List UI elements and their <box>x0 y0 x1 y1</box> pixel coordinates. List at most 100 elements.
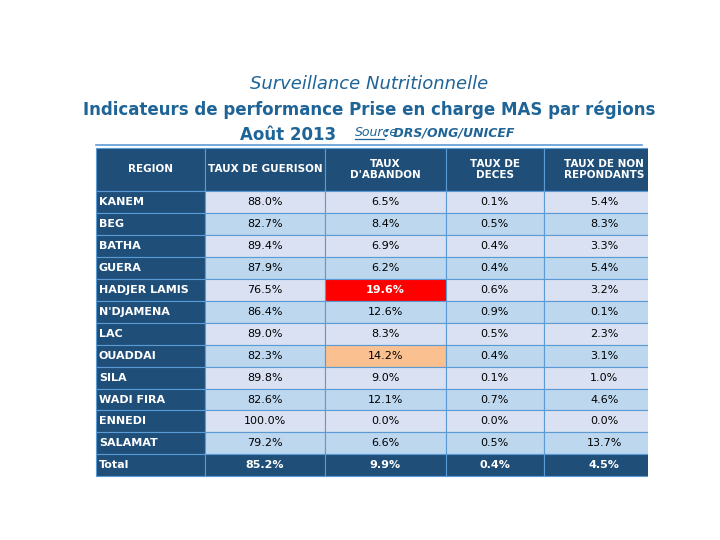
Bar <box>325 388 446 410</box>
Bar <box>205 367 325 388</box>
Bar <box>205 301 325 322</box>
Bar <box>544 301 665 322</box>
Bar <box>96 455 205 476</box>
Text: 8.4%: 8.4% <box>371 219 400 228</box>
Text: TAUX DE NON
REPONDANTS: TAUX DE NON REPONDANTS <box>564 159 644 180</box>
Text: 9.9%: 9.9% <box>370 461 401 470</box>
Bar <box>544 345 665 367</box>
Bar <box>325 279 446 301</box>
Bar <box>446 367 544 388</box>
Bar <box>325 322 446 345</box>
Bar <box>544 279 665 301</box>
Bar <box>96 388 205 410</box>
Text: KANEM: KANEM <box>99 197 144 207</box>
Bar <box>205 256 325 279</box>
Bar <box>544 322 665 345</box>
Bar <box>544 191 665 213</box>
Bar <box>446 433 544 455</box>
Text: 3.3%: 3.3% <box>590 241 618 251</box>
Text: 0.4%: 0.4% <box>480 461 510 470</box>
Text: TAUX DE GUERISON: TAUX DE GUERISON <box>208 164 323 174</box>
Text: 89.0%: 89.0% <box>248 328 283 339</box>
Bar <box>205 322 325 345</box>
Bar <box>96 301 205 322</box>
Text: 0.1%: 0.1% <box>590 307 618 316</box>
Bar <box>325 367 446 388</box>
Text: 0.7%: 0.7% <box>480 395 509 404</box>
Text: 0.1%: 0.1% <box>481 197 509 207</box>
Bar <box>205 191 325 213</box>
Text: 14.2%: 14.2% <box>368 350 403 361</box>
Bar <box>96 410 205 433</box>
Text: 0.6%: 0.6% <box>481 285 509 295</box>
Bar <box>446 191 544 213</box>
Text: 0.0%: 0.0% <box>372 416 400 427</box>
Bar <box>544 148 665 191</box>
Text: 6.6%: 6.6% <box>372 438 400 448</box>
Text: TAUX
D'ABANDON: TAUX D'ABANDON <box>350 159 420 180</box>
Bar <box>96 279 205 301</box>
Text: 12.6%: 12.6% <box>368 307 403 316</box>
Bar <box>205 213 325 234</box>
Bar <box>96 213 205 234</box>
Text: : DRS/ONG/UNICEF: : DRS/ONG/UNICEF <box>384 126 515 139</box>
Bar <box>544 410 665 433</box>
Text: REGION: REGION <box>127 164 173 174</box>
Bar <box>446 410 544 433</box>
Bar <box>544 213 665 234</box>
Bar <box>544 256 665 279</box>
Bar <box>544 367 665 388</box>
Text: 3.1%: 3.1% <box>590 350 618 361</box>
Text: 0.5%: 0.5% <box>481 438 509 448</box>
Text: SILA: SILA <box>99 373 127 382</box>
Text: N'DJAMENA: N'DJAMENA <box>99 307 170 316</box>
Bar <box>446 455 544 476</box>
Text: 12.1%: 12.1% <box>368 395 403 404</box>
Bar <box>446 256 544 279</box>
Bar <box>96 322 205 345</box>
Text: 0.9%: 0.9% <box>480 307 509 316</box>
Text: 0.4%: 0.4% <box>480 262 509 273</box>
Text: 19.6%: 19.6% <box>366 285 405 295</box>
Bar <box>205 279 325 301</box>
Bar <box>325 455 446 476</box>
Bar <box>446 388 544 410</box>
Text: 82.6%: 82.6% <box>248 395 283 404</box>
Bar <box>96 367 205 388</box>
Bar <box>205 345 325 367</box>
Bar <box>96 433 205 455</box>
Text: 4.6%: 4.6% <box>590 395 618 404</box>
Text: 79.2%: 79.2% <box>247 438 283 448</box>
Bar <box>205 455 325 476</box>
Bar <box>446 279 544 301</box>
Bar <box>205 234 325 256</box>
Bar <box>325 301 446 322</box>
Text: 87.9%: 87.9% <box>247 262 283 273</box>
Bar <box>544 388 665 410</box>
Text: 5.4%: 5.4% <box>590 197 618 207</box>
Bar <box>446 213 544 234</box>
Bar <box>205 388 325 410</box>
Bar <box>325 234 446 256</box>
Text: 0.1%: 0.1% <box>481 373 509 382</box>
Text: 89.8%: 89.8% <box>247 373 283 382</box>
Text: 5.4%: 5.4% <box>590 262 618 273</box>
Bar <box>96 345 205 367</box>
Text: Août 2013: Août 2013 <box>240 126 336 144</box>
Text: 6.9%: 6.9% <box>372 241 400 251</box>
Text: 82.3%: 82.3% <box>248 350 283 361</box>
Bar <box>325 256 446 279</box>
Bar <box>96 234 205 256</box>
Bar <box>205 148 325 191</box>
Bar <box>325 345 446 367</box>
Bar <box>325 191 446 213</box>
Text: 0.0%: 0.0% <box>481 416 509 427</box>
Text: 89.4%: 89.4% <box>247 241 283 251</box>
Text: 3.2%: 3.2% <box>590 285 618 295</box>
Bar <box>325 410 446 433</box>
Bar <box>446 148 544 191</box>
Bar <box>205 410 325 433</box>
Text: 85.2%: 85.2% <box>246 461 284 470</box>
Bar <box>544 433 665 455</box>
Bar <box>325 433 446 455</box>
